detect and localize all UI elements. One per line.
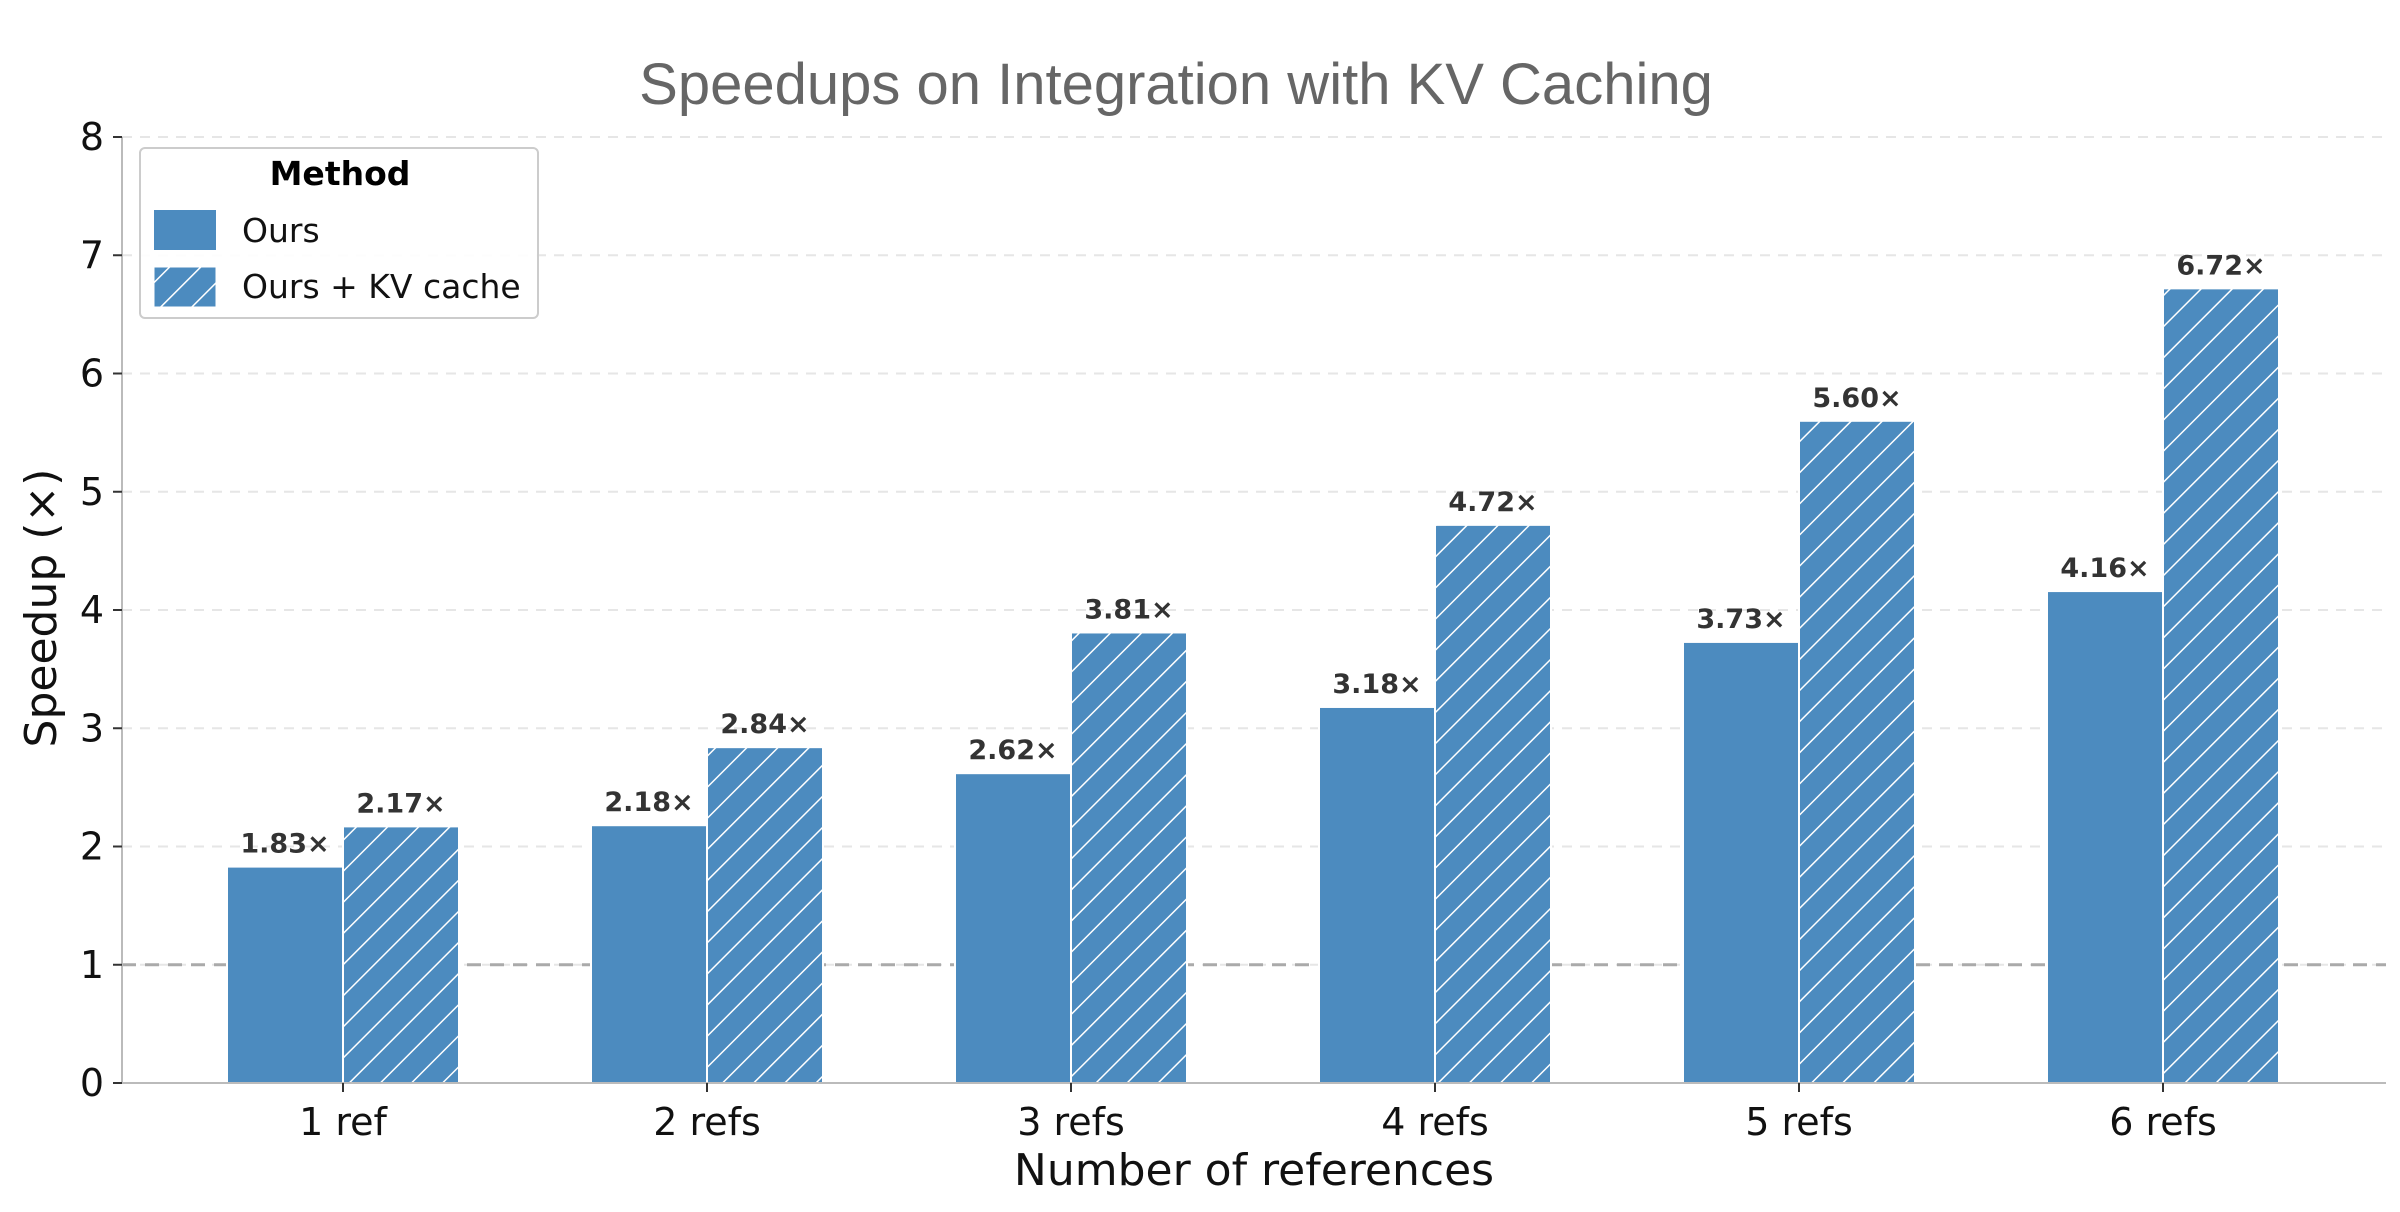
legend-title: Method (270, 154, 411, 193)
axes: 0 1 2 3 4 5 6 7 8 1 ref 2 refs 3 refs 4 refs 5 refs 6 … (80, 115, 2386, 1144)
y-axis-label: Speedup (×) (16, 469, 67, 748)
bar-value-label: 3.81× (1084, 594, 1173, 625)
x-tick-label: 2 refs (653, 1100, 761, 1144)
y-tick-label: 8 (80, 115, 104, 159)
legend-label-ours-kv-cache: Ours + KV cache (242, 267, 521, 306)
bar-ours (1682, 640, 1800, 1084)
y-tick-label: 3 (80, 706, 104, 750)
x-tick-label: 3 refs (1017, 1100, 1125, 1144)
bars (226, 287, 2280, 1085)
x-tick-label: 5 refs (1745, 1100, 1853, 1144)
legend-label-ours: Ours (242, 211, 320, 250)
bar-value-label: 1.83× (240, 829, 329, 860)
bar-value-labels: 1.83× 2.17× 2.18× 2.84× 2.62× 3.81× 3.18× 4.72×… (240, 250, 2265, 859)
y-tick-label: 0 (80, 1061, 104, 1105)
y-tick-label: 7 (80, 233, 104, 277)
bar-ours (954, 772, 1072, 1084)
y-tick-label: 4 (80, 588, 104, 632)
y-tick-label: 1 (80, 943, 104, 987)
x-tick-label: 1 ref (299, 1100, 388, 1144)
bar-ours (590, 824, 708, 1085)
y-tick-label: 2 (80, 825, 104, 869)
legend-box (139, 147, 539, 319)
x-tick-label: 4 refs (1381, 1100, 1489, 1144)
chart-title: Speedups on Integration with KV Caching (639, 52, 1713, 117)
bar-ours-kv-cache (2162, 287, 2280, 1084)
x-tick-label: 6 refs (2109, 1100, 2217, 1144)
legend-swatch-ours (154, 210, 216, 250)
y-tick-label: 6 (80, 352, 104, 396)
bar-value-label: 2.84× (720, 709, 809, 740)
legend-swatch-ours-kv-cache (153, 266, 217, 308)
legend: Method Ours Ours + KV cache (139, 147, 539, 319)
bar-value-label: 2.62× (968, 735, 1057, 766)
bar-ours (2046, 590, 2164, 1085)
bar-ours-kv-cache (1434, 523, 1552, 1084)
bar-ours-kv-cache (342, 825, 460, 1085)
y-tick-label: 5 (80, 470, 104, 514)
bar-value-label: 6.72× (2176, 250, 2265, 281)
bar-ours-kv-cache (1070, 631, 1188, 1085)
bar-value-label: 4.72× (1448, 487, 1537, 518)
bar-value-label: 2.18× (604, 787, 693, 818)
bar-ours (1318, 705, 1436, 1085)
x-axis-label: Number of references (1014, 1145, 1494, 1196)
bar-value-label: 4.16× (2060, 553, 2149, 584)
bar-ours-kv-cache (706, 746, 824, 1084)
bar-value-label: 5.60× (1812, 383, 1901, 414)
bar-value-label: 3.73× (1696, 604, 1785, 635)
bar-value-label: 2.17× (356, 788, 445, 819)
bar-value-label: 3.18× (1332, 669, 1421, 700)
bar-ours-kv-cache (1798, 419, 1916, 1084)
bar-ours (226, 865, 344, 1084)
